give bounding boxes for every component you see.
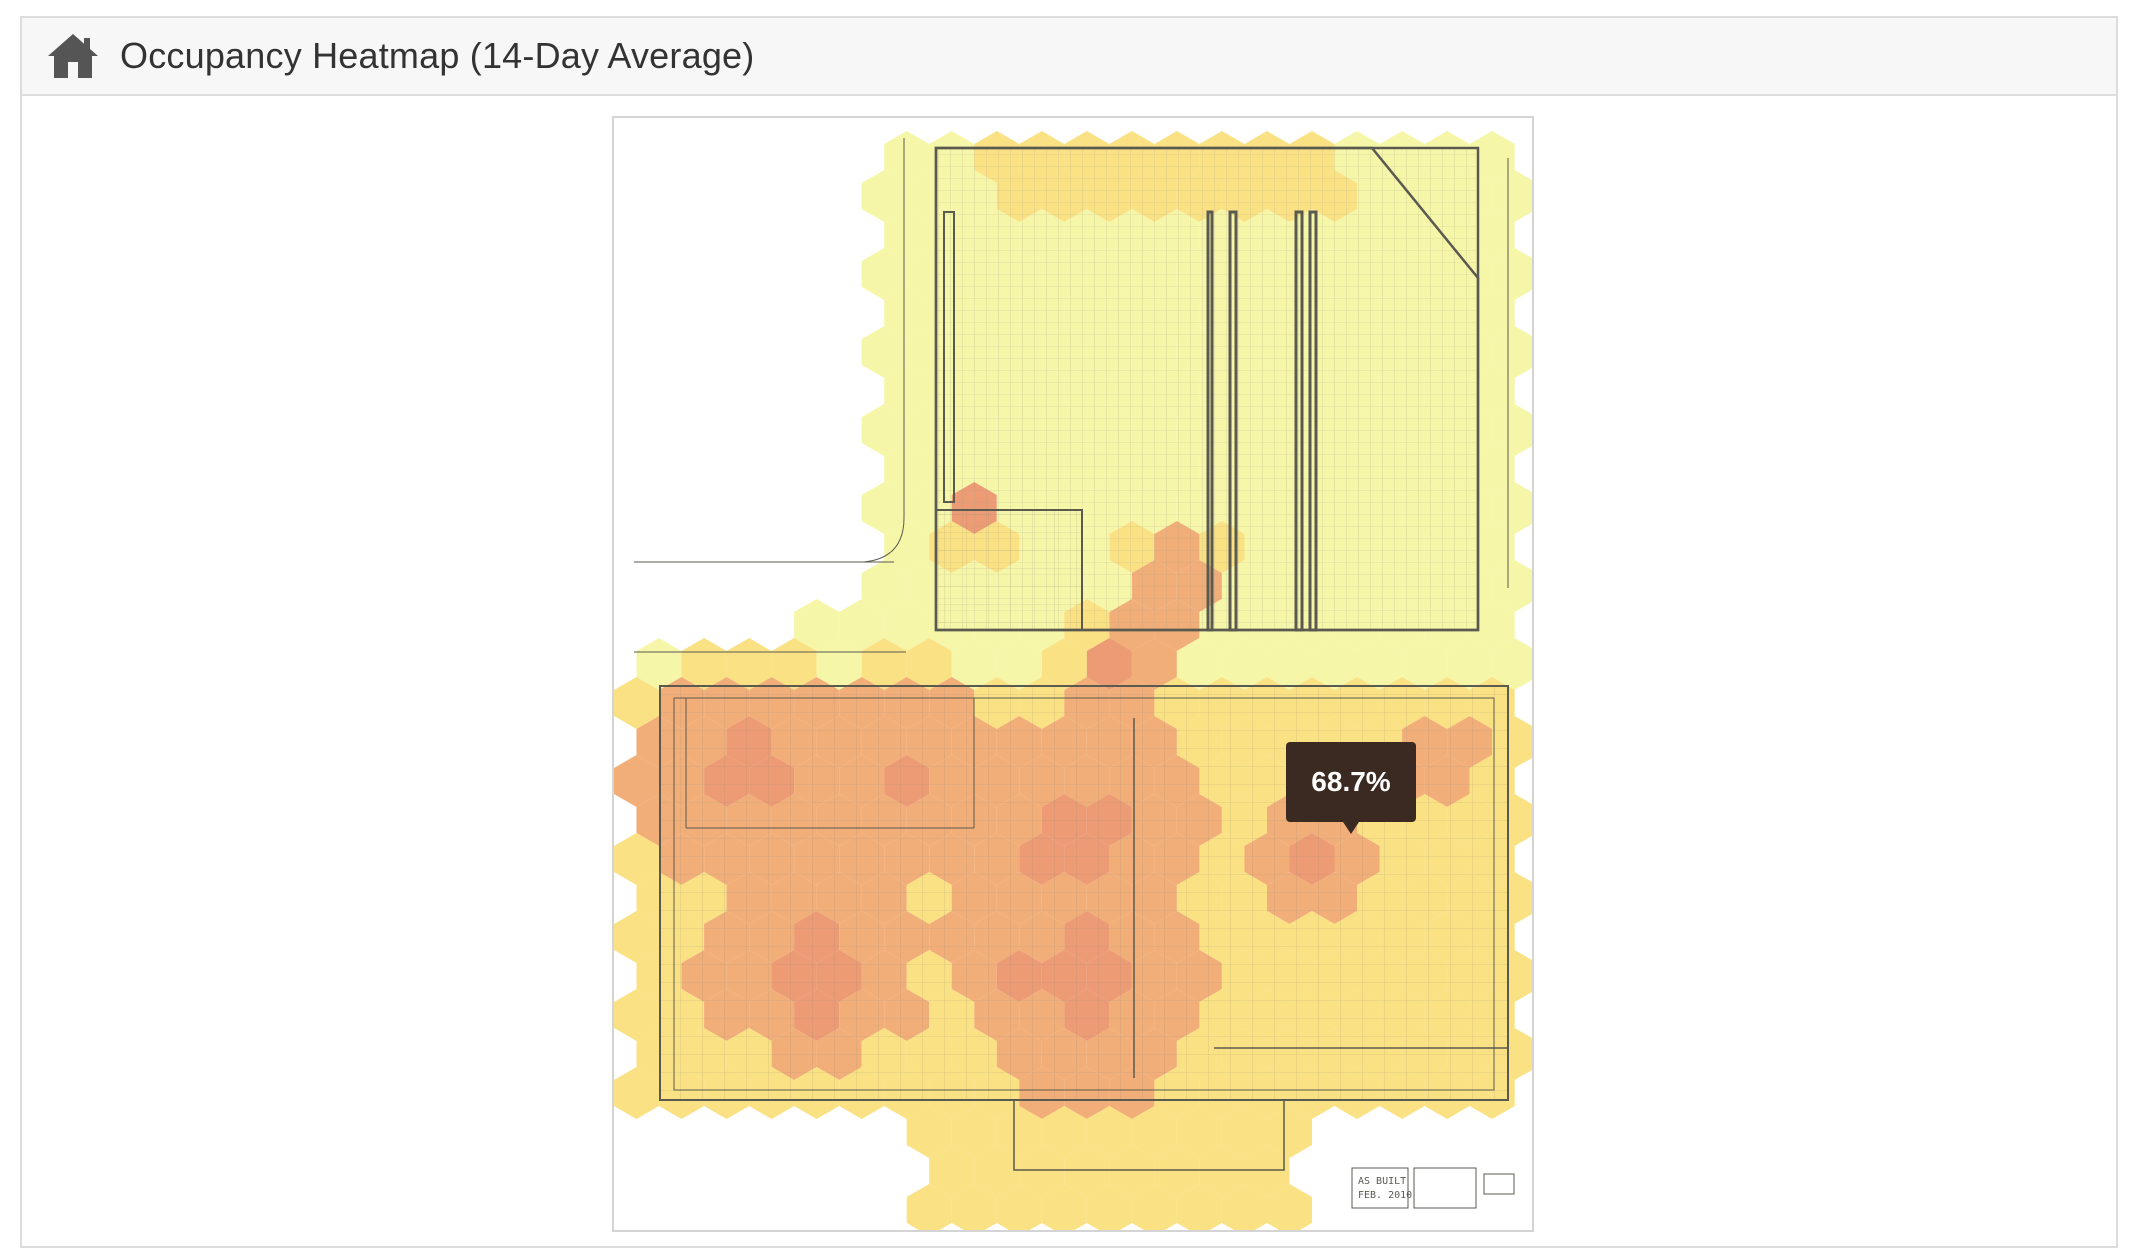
heat-cell[interactable] <box>884 209 930 261</box>
heat-cell[interactable] <box>1469 287 1515 339</box>
heat-cell[interactable] <box>884 521 930 573</box>
heat-cell[interactable] <box>1176 638 1222 690</box>
heat-cell[interactable] <box>1131 638 1177 690</box>
heat-cell[interactable] <box>771 638 817 690</box>
heat-cell[interactable] <box>1109 1145 1155 1197</box>
heat-cell[interactable] <box>1041 638 1087 690</box>
heat-cell[interactable] <box>1041 1106 1087 1158</box>
heat-cell[interactable] <box>1154 1145 1200 1197</box>
heat-cell[interactable] <box>1221 1106 1267 1158</box>
heat-cell[interactable] <box>816 638 862 690</box>
heat-cell[interactable] <box>1469 131 1515 183</box>
heat-cell[interactable] <box>636 638 682 690</box>
title-block-line2: FEB. 2010 <box>1358 1190 1412 1201</box>
heat-cell[interactable] <box>861 560 907 612</box>
heat-cell[interactable] <box>614 677 659 729</box>
heat-cell[interactable] <box>614 911 659 963</box>
heat-cell[interactable] <box>1019 1145 1065 1197</box>
heat-cell[interactable] <box>1469 209 1515 261</box>
floorplan-map[interactable]: AS BUILT FEB. 2010 <box>612 116 1534 1232</box>
heat-cell[interactable] <box>1492 638 1532 690</box>
heat-cell[interactable] <box>884 599 930 651</box>
heat-cell[interactable] <box>839 599 885 651</box>
heat-cell[interactable] <box>974 1145 1020 1197</box>
heat-cell[interactable] <box>1267 638 1312 690</box>
heat-cell[interactable] <box>1492 170 1532 222</box>
heat-cell[interactable] <box>1176 1184 1222 1230</box>
heat-cell[interactable] <box>1402 638 1448 690</box>
heat-cell[interactable] <box>1357 638 1403 690</box>
heat-cell[interactable] <box>861 170 907 222</box>
heat-cell[interactable] <box>996 1106 1042 1158</box>
heat-cell[interactable] <box>1086 1184 1132 1230</box>
heat-cell[interactable] <box>1131 1184 1177 1230</box>
heat-cell[interactable] <box>1267 1184 1312 1230</box>
heat-cell[interactable] <box>861 326 907 378</box>
home-icon <box>48 34 98 78</box>
title-block-line1: AS BUILT <box>1358 1176 1406 1187</box>
heat-cell[interactable] <box>951 1184 997 1230</box>
heat-cell[interactable] <box>614 755 659 807</box>
heat-cell[interactable] <box>1267 1106 1312 1158</box>
heat-cell[interactable] <box>1447 638 1493 690</box>
heat-cell[interactable] <box>726 638 772 690</box>
heat-cell[interactable] <box>1244 1145 1290 1197</box>
heat-cell[interactable] <box>884 443 930 495</box>
heat-cell[interactable] <box>861 638 907 690</box>
floorplan-svg: AS BUILT FEB. 2010 <box>614 131 1532 1230</box>
heat-cell[interactable] <box>951 1106 997 1158</box>
heat-cell[interactable] <box>996 638 1042 690</box>
heat-cell[interactable] <box>906 638 952 690</box>
heat-cell[interactable] <box>861 248 907 300</box>
heat-cell[interactable] <box>996 1184 1042 1230</box>
heat-cell[interactable] <box>1492 404 1532 456</box>
heat-cell[interactable] <box>1176 1106 1222 1158</box>
heat-cell[interactable] <box>1492 560 1532 612</box>
heat-cell[interactable] <box>1086 1106 1132 1158</box>
page-title: Occupancy Heatmap (14-Day Average) <box>120 35 755 76</box>
heat-cell[interactable] <box>906 1106 952 1158</box>
heat-cell[interactable] <box>614 833 659 885</box>
heat-cell[interactable] <box>1064 1145 1110 1197</box>
heat-cell[interactable] <box>861 404 907 456</box>
value-tooltip: 68.7% <box>1286 742 1416 834</box>
heat-cell[interactable] <box>929 1145 975 1197</box>
heat-cell[interactable] <box>951 638 997 690</box>
heatmap-panel: Occupancy Heatmap (14-Day Average) <box>20 16 2118 1248</box>
heat-cell[interactable] <box>884 131 930 183</box>
heat-cell[interactable] <box>1086 638 1132 690</box>
heat-cell[interactable] <box>1469 443 1515 495</box>
heat-cell[interactable] <box>1469 599 1515 651</box>
heat-cell[interactable] <box>861 482 907 534</box>
heat-cell[interactable] <box>1312 638 1357 690</box>
heat-cell[interactable] <box>1492 482 1532 534</box>
heat-cell[interactable] <box>1221 638 1267 690</box>
heat-cell[interactable] <box>884 287 930 339</box>
heat-cell[interactable] <box>614 989 659 1041</box>
heat-cell[interactable] <box>1041 1184 1087 1230</box>
heat-cell[interactable] <box>906 1184 952 1230</box>
heat-cell[interactable] <box>794 599 840 651</box>
heat-cell[interactable] <box>1469 521 1515 573</box>
heat-cell[interactable] <box>1492 326 1532 378</box>
panel-header: Occupancy Heatmap (14-Day Average) <box>22 18 2116 96</box>
heat-cell[interactable] <box>1221 1184 1267 1230</box>
heat-cell[interactable] <box>681 638 727 690</box>
heat-cell[interactable] <box>1492 248 1532 300</box>
heat-cell[interactable] <box>614 1067 659 1119</box>
heat-cell[interactable] <box>1199 1145 1245 1197</box>
heat-cell[interactable] <box>1469 365 1515 417</box>
heat-cell[interactable] <box>1131 1106 1177 1158</box>
heat-cell[interactable] <box>884 365 930 417</box>
